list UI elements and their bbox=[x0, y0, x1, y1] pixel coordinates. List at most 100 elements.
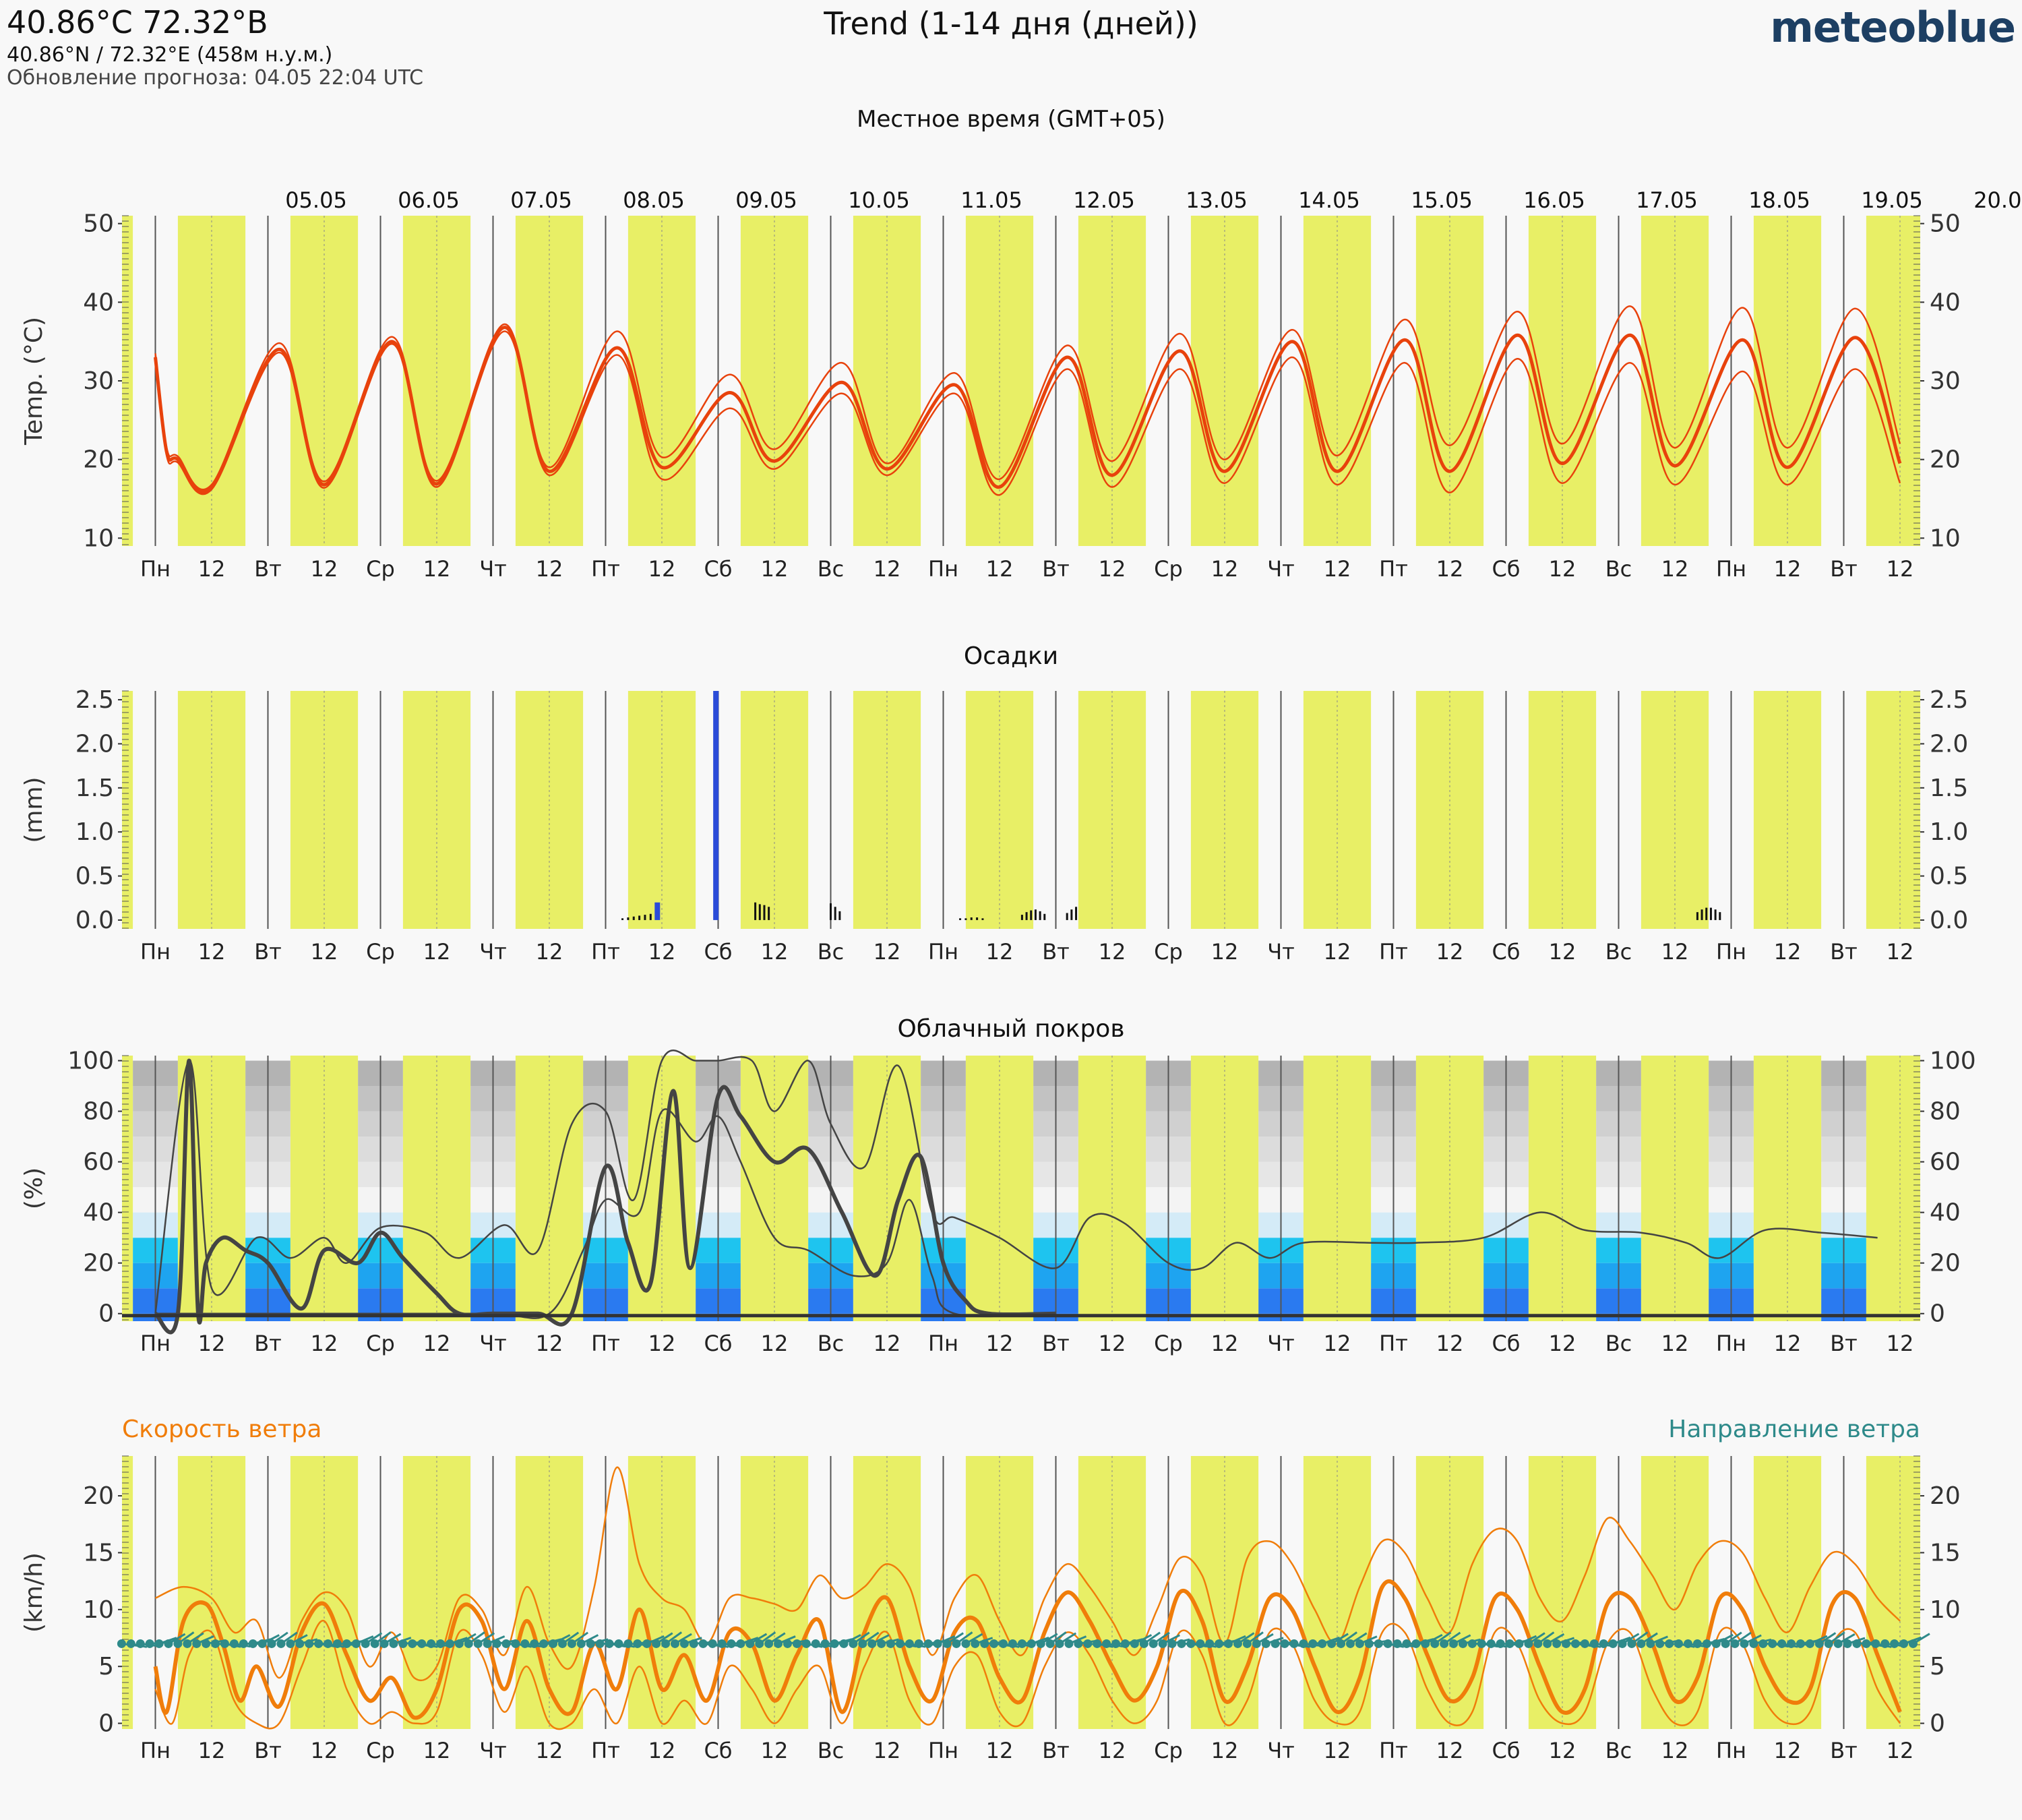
x-tick-label: 12 bbox=[1324, 939, 1351, 965]
brand-logo[interactable]: meteoblue bbox=[1770, 3, 2016, 52]
date-label: 07.05 bbox=[510, 187, 572, 213]
precip-bar bbox=[1025, 912, 1028, 920]
x-tick-label: Вт bbox=[1042, 556, 1070, 582]
x-tick-label: 12 bbox=[311, 939, 338, 965]
x-tick-label: Пт bbox=[1379, 556, 1408, 582]
wind-direction-barb bbox=[1837, 1633, 1856, 1645]
y-tick-label: 0 bbox=[1930, 1300, 1945, 1328]
precip-title: Осадки bbox=[964, 642, 1058, 670]
precip-bar bbox=[1701, 909, 1703, 920]
wind-direction-barb bbox=[758, 1631, 776, 1645]
daylight-band bbox=[1866, 216, 1920, 546]
temperature-lo-line bbox=[154, 330, 1901, 496]
x-tick-label: Ср bbox=[366, 556, 395, 582]
x-tick-label: 12 bbox=[1887, 939, 1914, 965]
wind-direction-barb bbox=[1734, 1631, 1752, 1645]
wind-direction-barb bbox=[580, 1634, 599, 1645]
y-tick-label: 0.5 bbox=[75, 863, 114, 890]
x-tick-label: Чт bbox=[1267, 939, 1295, 965]
x-tick-label: Пт bbox=[591, 556, 620, 582]
precip-bar bbox=[830, 903, 832, 920]
x-tick-label: 12 bbox=[1099, 1331, 1126, 1356]
x-tick-label: Пт bbox=[1379, 939, 1408, 965]
x-tick-label: 12 bbox=[311, 1738, 338, 1763]
wind-direction-barb bbox=[271, 1631, 288, 1645]
x-tick-label: Вт bbox=[1042, 1331, 1070, 1356]
precip-bar bbox=[1709, 907, 1712, 920]
date-label: 13.05 bbox=[1186, 187, 1248, 213]
date-label: 16.05 bbox=[1523, 187, 1585, 213]
y-tick-label: 40 bbox=[1930, 289, 1961, 316]
y-tick-label: 5 bbox=[98, 1653, 114, 1680]
x-tick-label: Чт bbox=[1267, 1738, 1295, 1763]
y-tick-label: 2.0 bbox=[1930, 730, 1968, 758]
x-tick-label: 12 bbox=[874, 556, 901, 582]
date-label: 20.05 bbox=[1973, 187, 2022, 213]
y-tick-label: 20 bbox=[1930, 1250, 1961, 1277]
coordinates: 40.86°N / 72.32°E (458м н.у.м.) bbox=[7, 43, 333, 67]
date-label: 12.05 bbox=[1073, 187, 1135, 213]
wind-direction-barb bbox=[1631, 1631, 1649, 1645]
daylight-band bbox=[122, 1056, 133, 1321]
precip-bar bbox=[638, 915, 641, 920]
x-tick-label: Сб bbox=[1492, 1738, 1520, 1763]
x-tick-label: 12 bbox=[648, 556, 676, 582]
wind-direction-barb bbox=[1715, 1633, 1734, 1645]
page-title: Trend (1-14 дня (дней)) bbox=[824, 5, 1198, 42]
x-tick-label: 12 bbox=[1774, 1331, 1802, 1356]
precip-bar bbox=[1696, 912, 1698, 920]
wind-direction-barb bbox=[871, 1634, 890, 1645]
x-tick-label: Сб bbox=[1492, 1331, 1520, 1356]
x-tick-label: Вс bbox=[1605, 1331, 1632, 1356]
x-tick-label: Пн bbox=[928, 1738, 958, 1763]
update-time: Обновление прогноза: 04.05 22:04 UTC bbox=[7, 66, 424, 90]
wind-direction-barb bbox=[861, 1631, 880, 1645]
x-tick-label: Вт bbox=[1830, 1331, 1858, 1356]
x-tick-label: Вт bbox=[1830, 556, 1858, 582]
date-label: 09.05 bbox=[735, 187, 797, 213]
wind-direction-barb bbox=[965, 1633, 983, 1645]
x-tick-label: Вс bbox=[1605, 1738, 1632, 1763]
y-axis-label: (%) bbox=[20, 1167, 48, 1209]
daylight-band bbox=[1866, 691, 1920, 929]
y-axis-label: (km/h) bbox=[20, 1552, 48, 1633]
x-tick-label: Ср bbox=[1154, 939, 1183, 965]
wind-direction-barb bbox=[1622, 1633, 1640, 1645]
x-tick-label: 12 bbox=[1211, 1738, 1239, 1763]
x-tick-label: 12 bbox=[648, 1738, 676, 1763]
x-tick-label: Пн bbox=[1716, 939, 1746, 965]
x-tick-label: 12 bbox=[536, 556, 563, 582]
x-tick-label: Сб bbox=[704, 1738, 732, 1763]
x-tick-label: 12 bbox=[1211, 1331, 1239, 1356]
x-tick-label: 12 bbox=[1099, 556, 1126, 582]
x-tick-label: Вт bbox=[1830, 1738, 1858, 1763]
x-tick-label: Вс bbox=[1605, 556, 1632, 582]
local-time-label: Местное время (GMT+05) bbox=[857, 106, 1165, 133]
y-tick-label: 2.5 bbox=[1930, 686, 1968, 714]
y-tick-label: 1.5 bbox=[1930, 775, 1968, 802]
x-tick-label: Сб bbox=[704, 556, 732, 582]
x-tick-label: Пт bbox=[591, 939, 620, 965]
precip-bar bbox=[758, 904, 761, 920]
x-tick-label: Пн bbox=[140, 939, 171, 965]
y-tick-label: 2.0 bbox=[75, 730, 114, 758]
wind-direction-barb bbox=[674, 1633, 692, 1645]
x-tick-label: 12 bbox=[198, 1331, 226, 1356]
x-tick-label: 12 bbox=[648, 1331, 676, 1356]
wind-direction-barb bbox=[749, 1633, 768, 1645]
precip-bar bbox=[621, 918, 624, 920]
x-tick-label: 12 bbox=[311, 556, 338, 582]
x-tick-label: 12 bbox=[1661, 1331, 1689, 1356]
wind-max-line bbox=[154, 1466, 1901, 1682]
x-tick-label: 12 bbox=[874, 939, 901, 965]
x-tick-label: 12 bbox=[1436, 1738, 1464, 1763]
precip-bar bbox=[1030, 910, 1033, 920]
date-label: 05.05 bbox=[285, 187, 347, 213]
x-tick-label: Чт bbox=[1267, 1331, 1295, 1356]
x-tick-label: Вс bbox=[818, 1738, 845, 1763]
cloud-mean-line bbox=[154, 1058, 1056, 1335]
y-tick-label: 0 bbox=[98, 1710, 114, 1738]
precip-bar bbox=[834, 907, 836, 920]
wind-direction-barb bbox=[665, 1631, 683, 1645]
wind-direction-barb bbox=[1434, 1631, 1452, 1645]
